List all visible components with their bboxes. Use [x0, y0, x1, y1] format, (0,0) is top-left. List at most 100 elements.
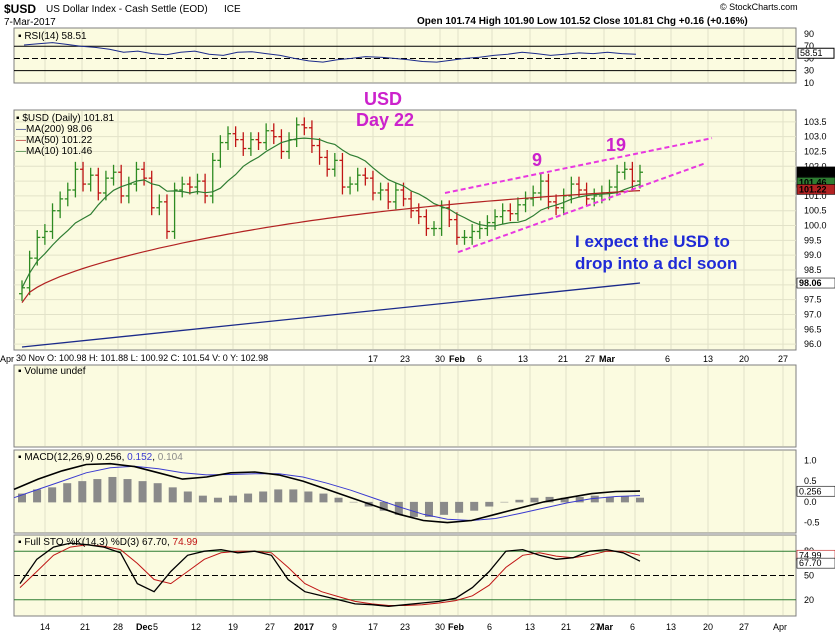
- macd-hist-bar: [304, 491, 313, 503]
- macd-hist-bar: [485, 501, 494, 507]
- macd-y-tick: -0.5: [804, 518, 820, 528]
- bottom-x-tick: Mar: [597, 622, 614, 632]
- bottom-x-tick: 9: [332, 622, 337, 632]
- annotation-day: Day 22: [356, 110, 415, 130]
- macd-hist-value: 0.104: [157, 452, 183, 463]
- symbol[interactable]: $USD: [4, 2, 37, 16]
- bottom-x-tick: 6: [630, 622, 635, 632]
- bottom-x-tick: 13: [525, 622, 535, 632]
- price-x-tick: 23: [400, 354, 410, 364]
- watermark: © StockCharts.com: [720, 2, 798, 12]
- bottom-x-tick: 20: [703, 622, 713, 632]
- bottom-x-tick: Dec: [136, 622, 153, 632]
- macd-current-label: 0.256: [799, 486, 822, 496]
- rsi-tick-label: 10: [804, 78, 814, 88]
- wedge-lower-line: [457, 162, 706, 254]
- rsi-current-badge: [797, 47, 835, 59]
- exchange: ICE: [224, 4, 241, 15]
- bottom-x-tick: 30: [435, 622, 445, 632]
- sto-y-tick: 20: [804, 595, 814, 605]
- macd-hist-bar: [440, 501, 449, 515]
- price-x-tick: 6: [665, 354, 670, 364]
- bottom-x-tick: 13: [666, 622, 676, 632]
- bottom-x-tick: 6: [487, 622, 492, 632]
- macd-hist-bar: [198, 495, 207, 503]
- macd-hist-bar: [636, 497, 644, 503]
- bottom-x-tick: 27: [265, 622, 275, 632]
- bottom-x-tick: 21: [80, 622, 90, 632]
- sto-label: ▪ Full STO %K(14,3) %D(3) 67.70, 74.99: [18, 537, 198, 548]
- bottom-x-tick: 27: [590, 622, 600, 632]
- price-y-tick: 97.5: [804, 295, 822, 305]
- price-y-tick: 100.5: [804, 206, 827, 216]
- price-x-tick: 27: [778, 354, 788, 364]
- price-x-tick: 17: [368, 354, 378, 364]
- legend-price: ▪ $USD (Daily) 101.81: [16, 113, 115, 124]
- sto-y-tick: 50: [804, 571, 814, 581]
- sto-k-line: [19, 542, 641, 607]
- bottom-x-tick: 5: [153, 622, 158, 632]
- bottom-x-tick: Feb: [448, 622, 465, 632]
- sto-k-value: 67.70: [141, 537, 167, 548]
- macd-hist-bar: [289, 489, 298, 503]
- macd-hist-bar: [33, 489, 42, 503]
- bottom-x-tick: 2017: [294, 622, 314, 632]
- macd-value: 0.256: [96, 452, 122, 463]
- price-legend: ▪ $USD (Daily) 101.81 —MA(200) 98.06 —MA…: [16, 113, 114, 157]
- macd-hist-bar: [590, 495, 599, 503]
- macd-y-tick: 0.5: [804, 476, 817, 486]
- macd-hist-bar: [153, 483, 162, 503]
- macd-label: ▪ MACD(12,26,9) 0.256, 0.152, 0.104: [18, 452, 183, 463]
- legend-ma200: —MA(200) 98.06: [16, 124, 93, 135]
- rsi-tick-label: 90: [804, 29, 814, 39]
- macd-hist-bar: [470, 501, 479, 511]
- bottom-x-tick: 17: [368, 622, 378, 632]
- price-y-tick: 96.0: [804, 339, 822, 349]
- macd-label-prefix: MACD(12,26,9): [24, 452, 94, 463]
- legend-ma50-text: MA(50) 101.22: [26, 135, 93, 146]
- bottom-x-tick: 23: [400, 622, 410, 632]
- price-y-tick: 96.5: [804, 324, 822, 334]
- price-y-tick: 97.0: [804, 309, 822, 319]
- sto-k-badge: [796, 557, 835, 569]
- macd-hist-bar: [620, 496, 629, 503]
- sto-d-label: 74.99: [799, 550, 822, 560]
- macd-hist-bar: [455, 501, 464, 513]
- rsi-icon: ▪: [18, 31, 25, 42]
- price-y-tick: 100.0: [804, 221, 827, 231]
- macd-hist-bar: [349, 501, 358, 503]
- volume-icon: ▪: [18, 366, 25, 377]
- price-y-tick: 101.0: [804, 191, 827, 201]
- macd-line: [13, 462, 641, 524]
- sto-d-line: [19, 544, 641, 606]
- macd-hist-bar: [138, 481, 147, 503]
- macd-hist-bar: [213, 497, 222, 503]
- macd-hist-bar: [259, 491, 268, 503]
- annotation-note-1: I expect the USD to: [575, 232, 730, 251]
- bottom-x-tick: Apr: [773, 622, 787, 632]
- macd-hist-bar: [108, 476, 117, 503]
- macd-icon: ▪: [18, 452, 25, 463]
- price-y-tick: 102.5: [804, 146, 827, 156]
- price-badge: [796, 277, 835, 289]
- macd-hist-bar: [575, 496, 584, 503]
- price-x-tick: 27: [585, 354, 595, 364]
- price-badge-label: 101.81: [799, 167, 827, 177]
- macd-hist-bar: [18, 493, 26, 503]
- ma200-line: [21, 282, 641, 348]
- bottom-x-tick: 27: [739, 622, 749, 632]
- rsi-tick-label: 70: [804, 41, 814, 51]
- legend-ma200-text: MA(200) 98.06: [26, 124, 93, 135]
- annotation-usd: USD: [364, 89, 403, 109]
- macd-hist-bar: [545, 496, 554, 503]
- macd-hist-bar: [168, 487, 177, 503]
- price-y-tick: 102.0: [804, 161, 827, 171]
- macd-hist-bar: [560, 497, 569, 503]
- legend-price-text: $USD (Daily) 101.81: [22, 113, 115, 124]
- macd-hist-bar: [394, 501, 403, 515]
- macd-hist-bar: [48, 487, 57, 503]
- macd-hist-bar: [93, 479, 102, 503]
- price-badge-label: 101.46: [799, 177, 827, 187]
- price-y-tick: 103.5: [804, 117, 827, 127]
- rsi-line: [23, 42, 637, 63]
